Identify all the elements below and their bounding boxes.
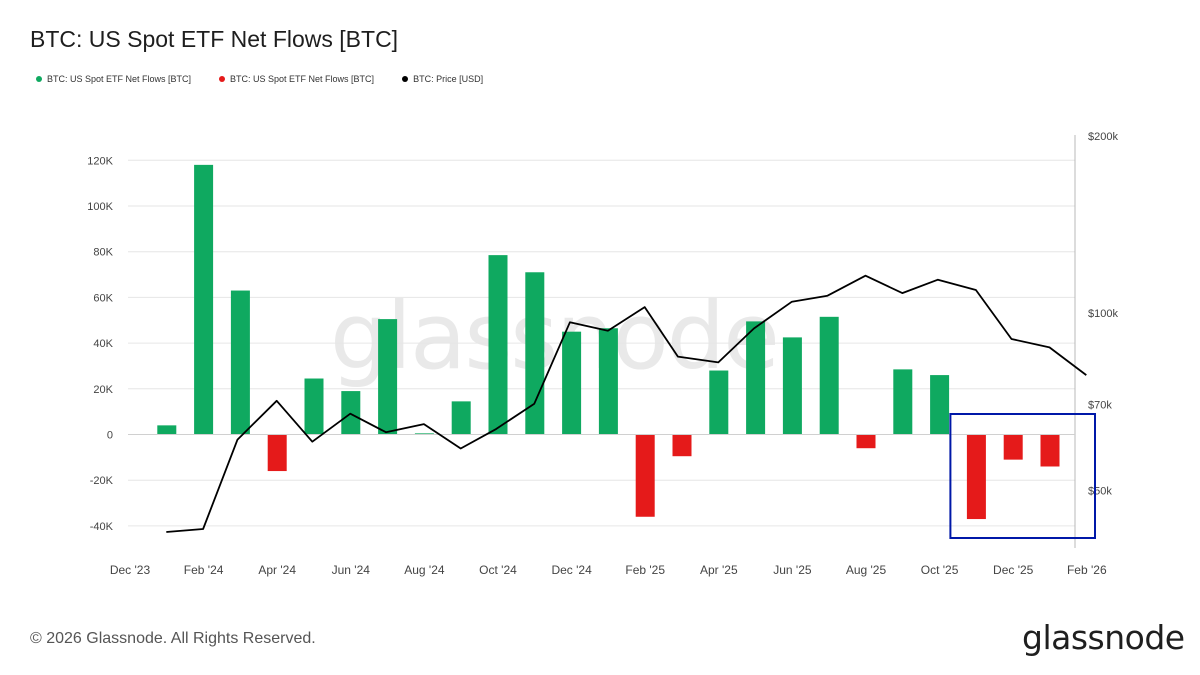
outflow-bar xyxy=(267,434,287,472)
legend-label-price: BTC: Price [USD] xyxy=(413,74,484,84)
y-axis-left-tick: -40K xyxy=(90,521,114,533)
inflow-bar xyxy=(525,272,545,435)
price-line xyxy=(166,274,1087,533)
inflow-bar xyxy=(488,255,508,435)
inflow-bar xyxy=(930,375,950,435)
outflow-bar xyxy=(1040,434,1060,467)
inflow-bar xyxy=(746,321,766,435)
inflow-bar xyxy=(378,319,398,435)
x-axis-tick: Oct '25 xyxy=(921,563,959,577)
x-axis-tick: Aug '24 xyxy=(404,563,445,577)
inflow-bar xyxy=(709,370,729,435)
outflow-bar xyxy=(1003,434,1023,460)
inflow-bar xyxy=(341,391,361,435)
legend-dot-black xyxy=(402,76,409,82)
legend-label-inflows: BTC: US Spot ETF Net Flows [BTC] xyxy=(47,74,192,84)
x-axis-tick: Aug '25 xyxy=(846,563,887,577)
inflow-bar xyxy=(782,337,802,435)
y-axis-left-tick: 80K xyxy=(93,247,113,259)
y-axis-left-tick: 60K xyxy=(93,292,113,304)
x-axis-tick: Feb '24 xyxy=(184,563,224,577)
x-axis-tick: Jun '24 xyxy=(332,563,371,577)
y-axis-left-tick: 20K xyxy=(93,384,113,396)
outflow-bar xyxy=(856,434,876,449)
x-axis-tick: Dec '24 xyxy=(551,563,592,577)
inflow-bar xyxy=(304,378,324,435)
legend-item-inflows[interactable]: BTC: US Spot ETF Net Flows [BTC] xyxy=(36,74,191,84)
inflow-bar xyxy=(230,290,250,435)
inflow-bar xyxy=(562,331,582,435)
y-axis-left-tick: 100K xyxy=(87,201,113,213)
x-axis-tick: Apr '25 xyxy=(700,563,738,577)
x-axis-tick: Jun '25 xyxy=(773,563,812,577)
chart-title: BTC: US Spot ETF Net Flows [BTC] xyxy=(30,26,399,52)
y-axis-left-tick: 120K xyxy=(87,155,113,167)
y-axis-left-tick: -20K xyxy=(90,475,114,487)
inflow-bar xyxy=(414,433,434,435)
x-axis-tick: Feb '26 xyxy=(1067,563,1107,577)
x-axis-tick: Oct '24 xyxy=(479,563,517,577)
inflow-bar xyxy=(157,425,177,435)
legend-dot-green xyxy=(36,76,42,82)
outflow-bar xyxy=(966,434,986,520)
y-axis-right-tick: $200k xyxy=(1088,131,1118,143)
legend-dot-red xyxy=(219,76,226,82)
x-axis-tick: Feb '25 xyxy=(625,563,665,577)
inflow-bar xyxy=(598,328,618,435)
x-axis-tick: Apr '24 xyxy=(258,563,296,577)
x-axis-tick: Dec '25 xyxy=(993,563,1034,577)
legend-item-outflows[interactable]: BTC: US Spot ETF Net Flows [BTC] xyxy=(219,74,374,84)
y-axis-left-tick: 0 xyxy=(107,430,113,442)
x-axis-tick: Dec '23 xyxy=(110,563,151,577)
inflow-bar xyxy=(893,369,913,435)
inflow-bar xyxy=(451,401,471,435)
inflow-bar xyxy=(194,164,214,435)
y-axis-right-tick: $50k xyxy=(1088,485,1112,497)
chart-legend: BTC: US Spot ETF Net Flows [BTC] BTC: US… xyxy=(36,74,483,84)
watermark-logo: glassnode xyxy=(330,283,780,390)
legend-item-price[interactable]: BTC: Price [USD] xyxy=(402,74,483,84)
legend-label-outflows: BTC: US Spot ETF Net Flows [BTC] xyxy=(230,74,375,84)
brand-logo: glassnode xyxy=(1022,618,1185,657)
copyright-footer: © 2026 Glassnode. All Rights Reserved. xyxy=(30,630,316,647)
outflow-bar xyxy=(672,434,692,457)
y-axis-right-tick: $100k xyxy=(1088,308,1118,320)
inflow-bar xyxy=(819,316,839,435)
highlight-box xyxy=(949,413,1097,539)
outflow-bar xyxy=(635,434,655,517)
y-axis-left-tick: 40K xyxy=(93,338,113,350)
y-axis-right-tick: $70k xyxy=(1088,399,1112,411)
